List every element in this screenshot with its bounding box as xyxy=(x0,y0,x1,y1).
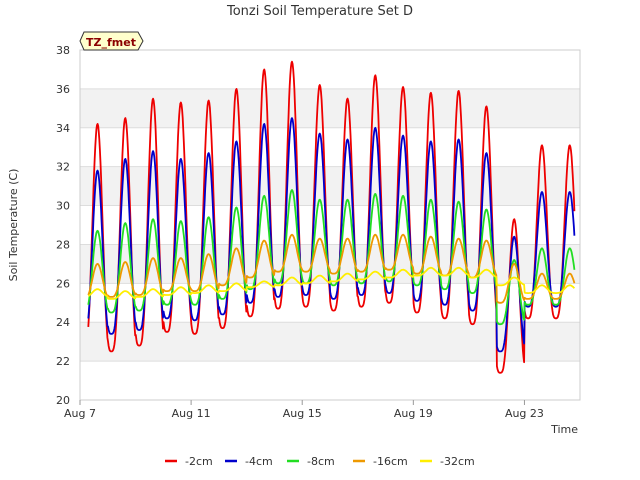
y-tick-label: 26 xyxy=(56,277,70,290)
legend: -2cm -4cm -8cm -16cm -32cm xyxy=(165,455,475,468)
site-badge: TZ_fmet xyxy=(79,31,144,51)
x-tick-label: Aug 15 xyxy=(283,407,322,420)
y-tick-label: 34 xyxy=(56,122,70,135)
y-tick-label: 24 xyxy=(56,316,70,329)
y-tick-label: 20 xyxy=(56,394,70,407)
y-axis-title: Soil Temperature (C) xyxy=(7,169,20,282)
x-tick-label: Aug 7 xyxy=(64,407,96,420)
x-tick-label: Aug 19 xyxy=(394,407,433,420)
x-tick-labels: Aug 7 Aug 11 Aug 15 Aug 19 Aug 23 xyxy=(64,400,544,420)
site-badge-label: TZ_fmet xyxy=(86,36,136,49)
y-tick-label: 36 xyxy=(56,83,70,96)
legend-label: -8cm xyxy=(307,455,335,468)
legend-label: -2cm xyxy=(185,455,213,468)
x-axis-title: Time xyxy=(550,423,578,436)
x-tick-label: Aug 23 xyxy=(505,407,544,420)
series-layer xyxy=(87,60,576,374)
x-tick-label: Aug 11 xyxy=(172,407,211,420)
series-line xyxy=(87,266,576,300)
y-tick-label: 30 xyxy=(56,200,70,213)
y-tick-label: 28 xyxy=(56,238,70,251)
y-tick-labels: 20 22 24 26 28 30 32 34 36 38 xyxy=(56,44,70,407)
y-tick-label: 22 xyxy=(56,355,70,368)
legend-label: -16cm xyxy=(373,455,408,468)
chart-title: Tonzi Soil Temperature Set D xyxy=(226,4,413,19)
legend-label: -4cm xyxy=(245,455,273,468)
y-tick-label: 32 xyxy=(56,161,70,174)
plot-band xyxy=(80,166,580,206)
legend-label: -32cm xyxy=(440,455,475,468)
plot-frame xyxy=(79,49,581,401)
series-line xyxy=(87,233,576,304)
site-badge-box xyxy=(79,31,144,51)
plot-band xyxy=(80,88,580,128)
y-tick-label: 38 xyxy=(56,44,70,57)
